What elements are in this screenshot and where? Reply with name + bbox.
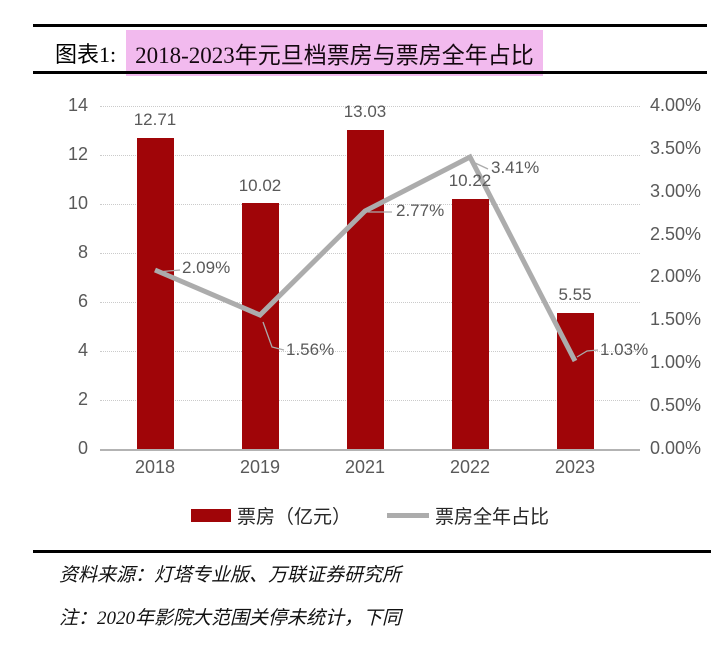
line-point-label: 1.03%	[600, 340, 649, 359]
bar-2022	[452, 199, 489, 449]
x-axis-label: 2022	[449, 457, 491, 477]
left-axis-tick: 6	[77, 291, 88, 311]
bar-value-label: 13.03	[343, 102, 387, 121]
legend-label: 票房（亿元）	[236, 507, 351, 528]
line-point-label: 1.56%	[286, 340, 335, 359]
right-axis-tick: 1.50%	[650, 309, 702, 329]
bar-2019	[242, 203, 279, 449]
bar-value-label: 10.02	[238, 176, 282, 195]
right-axis-tick: 3.50%	[650, 138, 702, 158]
gridline	[100, 106, 640, 107]
footer-rule	[33, 550, 711, 553]
bar-value-label: 10.22	[448, 171, 492, 190]
line-point-label: 2.77%	[396, 201, 445, 220]
right-axis-tick: 2.50%	[650, 224, 702, 244]
bar-2021	[347, 130, 384, 449]
right-axis-tick: 1.00%	[650, 352, 702, 372]
legend-item-boxoffice: 票房（亿元）	[190, 502, 351, 529]
x-axis-label: 2019	[239, 457, 281, 477]
figure-label: 图表1:	[55, 42, 117, 67]
bar-value-label: 5.55	[558, 285, 592, 304]
line-point-label: 3.41%	[491, 158, 540, 177]
right-axis-tick: 3.00%	[650, 181, 702, 201]
figure-title: 2018-2023年元旦档票房与票房全年占比	[126, 30, 543, 76]
left-axis-tick: 14	[67, 95, 88, 115]
source-text: 资料来源：灯塔专业版、万联证券研究所	[59, 565, 402, 586]
right-axis-tick: 0.50%	[650, 395, 702, 415]
left-axis-tick: 12	[67, 144, 88, 164]
leader-line-2023	[576, 349, 599, 358]
left-axis-tick: 10	[67, 193, 88, 213]
leader-line-2018	[156, 269, 181, 273]
figure-title-row: 图表1: 2018-2023年元旦档票房与票房全年占比	[55, 30, 543, 76]
ratio-line	[154, 153, 578, 363]
leader-line-2019	[262, 321, 285, 351]
bar-2018	[137, 138, 174, 449]
left-axis-tick: 0	[77, 438, 88, 458]
right-axis-tick: 2.00%	[650, 266, 702, 286]
top-rule	[33, 24, 707, 27]
legend-item-ratio: 票房全年占比	[387, 502, 549, 529]
leader-line-2022	[472, 161, 489, 170]
plot-area: 12.71 10.02 13.03 10.22 5.55 2.09% 1.56%…	[100, 102, 648, 451]
line-point-label: 2.09%	[182, 258, 231, 277]
x-axis-label: 2018	[134, 457, 176, 477]
x-axis-label: 2023	[554, 457, 596, 477]
legend-label: 票房全年占比	[435, 507, 550, 528]
left-axis-tick: 8	[77, 242, 88, 262]
line-series-svg	[154, 153, 599, 363]
left-axis-tick: 2	[77, 389, 88, 409]
bar-value-label: 12.71	[133, 110, 177, 129]
chart-legend: 票房（亿元） 票房全年占比	[100, 502, 640, 529]
note-text: 注：2020年影院大范围关停未统计，下同	[59, 608, 402, 629]
left-axis-tick: 4	[77, 340, 88, 360]
legend-line-swatch-icon	[387, 513, 429, 518]
title-underline-rule	[33, 71, 707, 74]
legend-bar-swatch-icon	[190, 509, 231, 522]
x-axis-label: 2021	[344, 457, 386, 477]
right-axis-tick: 0.00%	[650, 438, 702, 458]
right-axis-tick: 4.00%	[650, 95, 702, 115]
